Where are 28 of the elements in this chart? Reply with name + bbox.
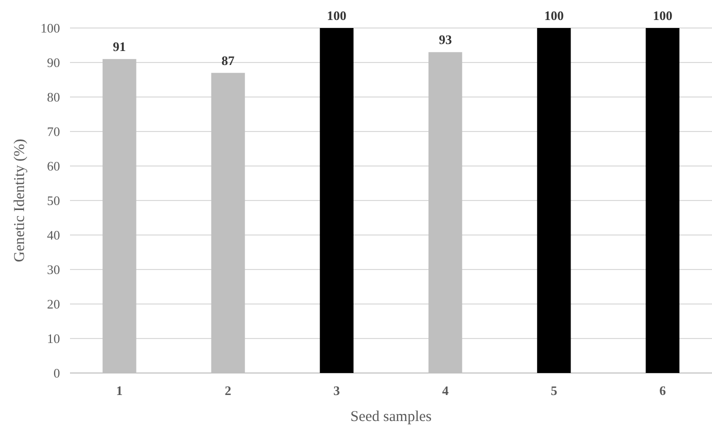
x-tick-label: 5 (550, 383, 558, 398)
x-tick-label: 1 (116, 383, 123, 398)
y-tick-label: 50 (47, 193, 60, 208)
y-tick-label: 90 (47, 55, 60, 70)
data-label: 100 (326, 8, 346, 23)
x-tick-label: 6 (659, 383, 666, 398)
y-tick-label: 0 (54, 366, 60, 381)
bar (320, 28, 354, 373)
data-label: 100 (652, 8, 672, 23)
x-tick-label: 4 (442, 383, 450, 398)
x-axis-title: Seed samples (350, 409, 432, 425)
data-label: 100 (544, 8, 564, 23)
bar (646, 28, 680, 373)
data-label: 87 (222, 52, 236, 68)
y-tick-label: 40 (47, 228, 60, 243)
y-tick-label: 30 (47, 262, 60, 278)
y-tick-label: 100 (40, 20, 60, 36)
y-tick-label: 20 (47, 296, 60, 312)
x-tick-label: 2 (224, 383, 232, 398)
data-label: 93 (438, 32, 452, 48)
data-label: 91 (112, 39, 126, 54)
x-tick-label: 3 (333, 383, 340, 398)
y-tick-label: 60 (47, 158, 60, 174)
bar (537, 28, 571, 373)
y-axis-title: Genetic Identity (%) (12, 138, 28, 262)
y-tick-label: 70 (47, 124, 60, 140)
y-tick-label: 10 (47, 331, 60, 346)
y-tick-label: 80 (47, 90, 60, 105)
